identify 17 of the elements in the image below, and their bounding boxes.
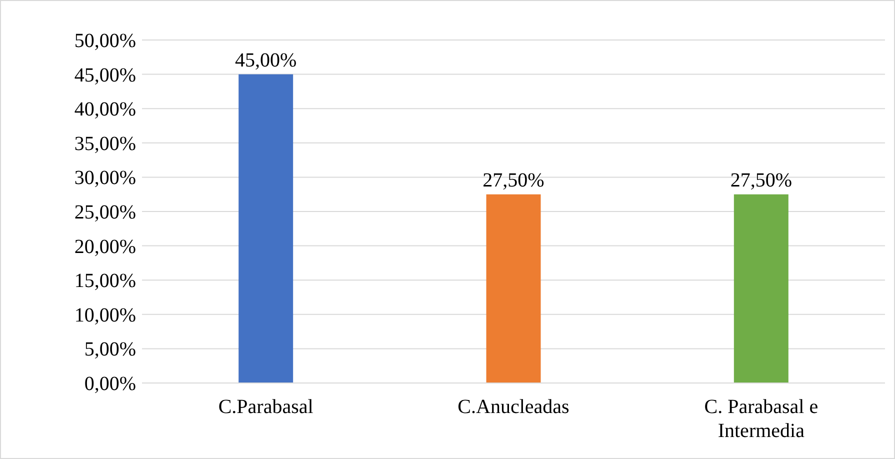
y-tick-label: 0,00% — [84, 373, 136, 395]
y-tick-label: 50,00% — [74, 30, 136, 52]
y-tick-label: 30,00% — [74, 167, 136, 190]
x-tick-label: C.Parabasal — [218, 396, 314, 418]
data-label: 27,50% — [482, 169, 544, 192]
y-tick-label: 20,00% — [74, 236, 136, 258]
data-label: 27,50% — [730, 169, 792, 192]
y-tick-label: 25,00% — [74, 202, 136, 224]
x-tick-label: C.Anucleadas — [458, 396, 570, 418]
y-tick-label: 10,00% — [74, 304, 136, 326]
y-tick-label: 5,00% — [84, 338, 136, 361]
x-tick-label: C. Parabasal e Intermedia — [704, 396, 818, 442]
y-tick-label: 45,00% — [74, 64, 136, 86]
data-label: 45,00% — [234, 49, 297, 72]
y-tick-label: 35,00% — [74, 132, 136, 155]
y-tick-label: 15,00% — [74, 270, 136, 292]
y-tick-label: 40,00% — [74, 98, 136, 121]
